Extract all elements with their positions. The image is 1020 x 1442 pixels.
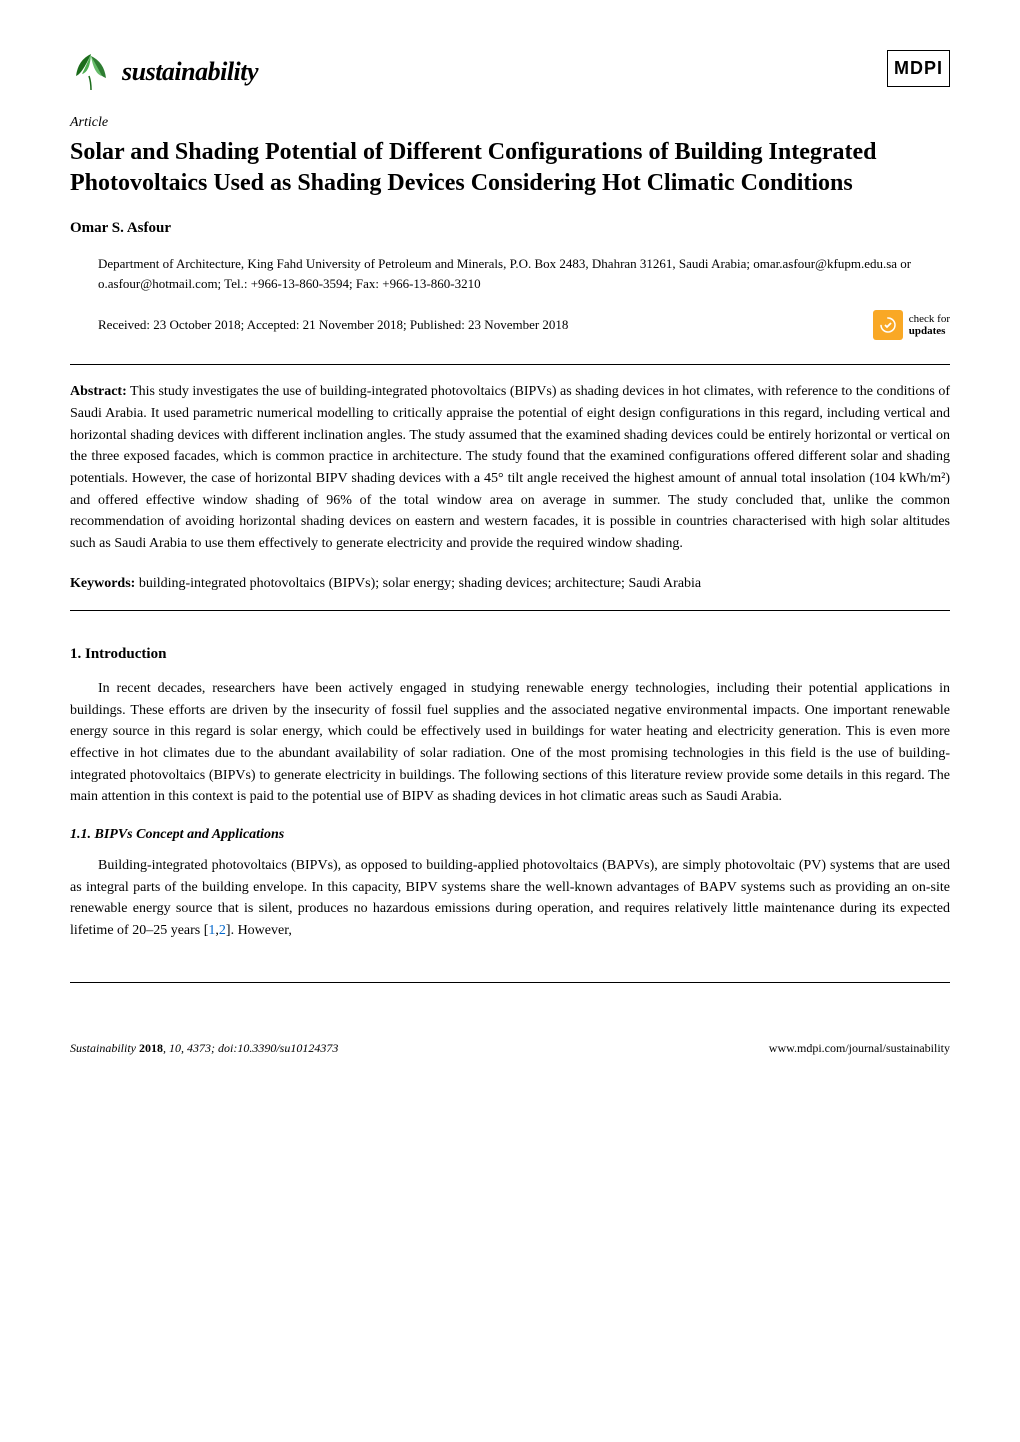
page-footer: Sustainability 2018, 10, 4373; doi:10.33… xyxy=(70,1033,950,1057)
affiliation-block: Department of Architecture, King Fahd Un… xyxy=(70,254,950,294)
para-text-2: ]. However, xyxy=(226,923,292,938)
author-name: Omar S. Asfour xyxy=(70,217,950,240)
article-type-label: Article xyxy=(70,112,950,133)
updates-text: check for updates xyxy=(909,313,950,337)
abstract-label: Abstract: xyxy=(70,384,127,399)
intro-para-1: In recent decades, researchers have been… xyxy=(70,678,950,808)
footer-year: 2018 xyxy=(139,1041,163,1055)
keywords-text: building-integrated photovoltaics (BIPVs… xyxy=(135,576,701,591)
footer-right[interactable]: www.mdpi.com/journal/sustainability xyxy=(769,1039,950,1057)
dates-row: Received: 23 October 2018; Accepted: 21 … xyxy=(70,310,950,340)
publication-dates: Received: 23 October 2018; Accepted: 21 … xyxy=(70,315,568,335)
journal-name: sustainability xyxy=(122,52,258,91)
divider-top xyxy=(70,364,950,365)
updates-line1: check for xyxy=(909,313,950,325)
updates-icon xyxy=(873,310,903,340)
divider-bottom xyxy=(70,610,950,611)
abstract-text: This study investigates the use of build… xyxy=(70,384,950,551)
keywords-block: Keywords: building-integrated photovolta… xyxy=(70,573,950,595)
updates-line2: updates xyxy=(909,325,950,337)
subsection-1-1-para-1: Building-integrated photovoltaics (BIPVs… xyxy=(70,855,950,942)
section-1-heading: 1. Introduction xyxy=(70,643,950,666)
footer-journal: Sustainability xyxy=(70,1041,139,1055)
leaf-icon xyxy=(70,50,112,92)
abstract-block: Abstract: This study investigates the us… xyxy=(70,381,950,555)
journal-logo-block: sustainability xyxy=(70,50,258,92)
para-text-1: Building-integrated photovoltaics (BIPVs… xyxy=(70,858,950,938)
article-title: Solar and Shading Potential of Different… xyxy=(70,137,950,199)
check-updates-badge[interactable]: check for updates xyxy=(873,310,950,340)
footer-divider xyxy=(70,982,950,983)
keywords-label: Keywords: xyxy=(70,576,135,591)
header-row: sustainability MDPI xyxy=(70,50,950,92)
footer-left: Sustainability 2018, 10, 4373; doi:10.33… xyxy=(70,1039,338,1057)
citation-link-2[interactable]: 2 xyxy=(219,923,226,938)
subsection-1-1-heading: 1.1. BIPVs Concept and Applications xyxy=(70,824,950,845)
footer-doi: , 10, 4373; doi:10.3390/su10124373 xyxy=(163,1041,338,1055)
publisher-logo: MDPI xyxy=(887,50,950,87)
